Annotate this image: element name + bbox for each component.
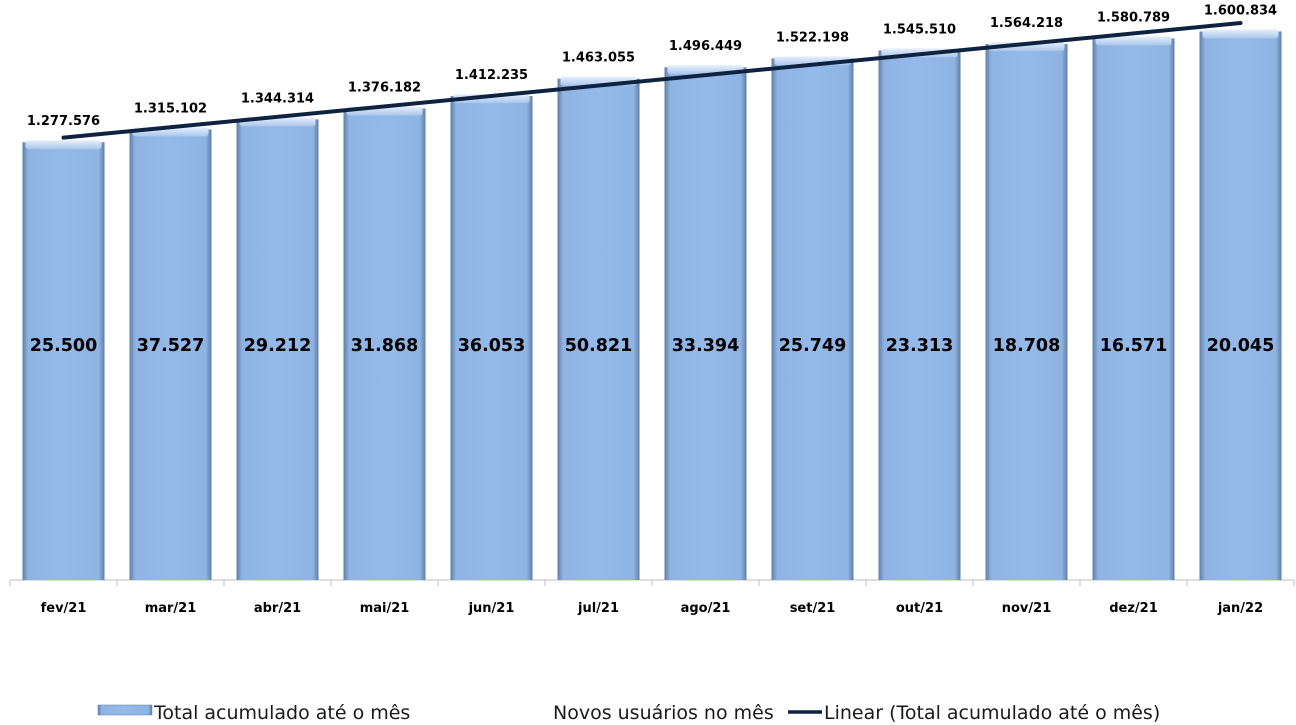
bar-body [878, 50, 961, 580]
new-users-data-label: 18.708 [993, 336, 1061, 356]
bar-cap [1202, 29, 1279, 39]
bar-body [450, 96, 533, 581]
bar-ago-21[interactable] [664, 65, 747, 580]
bar-abr-21[interactable] [236, 117, 319, 580]
bar-cap [25, 140, 102, 150]
bar-out-21[interactable] [878, 48, 961, 580]
legend-swatch-total [97, 704, 153, 716]
bar-mai-21[interactable] [343, 106, 426, 580]
bar-dez-21[interactable] [1092, 36, 1175, 581]
bar-body [1092, 38, 1175, 581]
new-users-data-label: 31.868 [351, 336, 419, 356]
total-data-label: 1.496.449 [669, 39, 742, 54]
bar-fev-21[interactable] [22, 140, 105, 580]
legend: Total acumulado até o mês Novos usuários… [97, 702, 1160, 724]
bar-body [1199, 31, 1282, 580]
bar-body [343, 108, 426, 580]
bar-body [771, 58, 854, 580]
category-label: mar/21 [145, 601, 197, 616]
total-data-label: 1.277.576 [27, 114, 100, 129]
total-data-label: 1.580.789 [1097, 10, 1170, 25]
bar-body [557, 78, 640, 580]
bar-body [236, 119, 319, 580]
new-users-data-label: 33.394 [672, 336, 740, 356]
bar-nov-21[interactable] [985, 42, 1068, 580]
new-users-data-label: 36.053 [458, 336, 526, 356]
legend-label-trendline: Linear (Total acumulado até o mês) [824, 702, 1160, 724]
category-label: jul/21 [577, 601, 619, 616]
total-data-label: 1.522.198 [776, 30, 849, 45]
category-label: abr/21 [254, 601, 301, 616]
category-label: nov/21 [1002, 601, 1052, 616]
trendline [61, 21, 1243, 140]
new-users-data-label: 23.313 [886, 336, 954, 356]
total-data-label: 1.344.314 [241, 91, 314, 106]
trendline-group [61, 21, 1243, 140]
x-axis-ticks [9, 580, 1295, 586]
total-data-label: 1.315.102 [134, 101, 207, 116]
category-label: set/21 [790, 601, 836, 616]
bar-cap [1095, 36, 1172, 46]
category-label: ago/21 [681, 601, 731, 616]
new-users-labels-group: 25.500 37.527 29.212 31.868 36.053 50.821 33.3… [30, 336, 1275, 356]
bars-group [22, 29, 1282, 581]
bar-jan-22[interactable] [1199, 29, 1282, 580]
category-label: jan/22 [1217, 601, 1263, 616]
bar-body [985, 44, 1068, 580]
category-label: fev/21 [41, 601, 87, 616]
legend-item-total[interactable]: Total acumulado até o mês [97, 702, 410, 724]
total-data-label: 1.545.510 [883, 22, 956, 37]
new-users-data-label: 50.821 [565, 336, 633, 356]
new-users-data-label: 37.527 [137, 336, 205, 356]
category-labels-group: fev/21 mar/21 abr/21 mai/21 jun/21 jul/21 ago/… [41, 601, 1264, 616]
total-data-label: 1.463.055 [562, 51, 635, 66]
total-data-label: 1.600.834 [1204, 3, 1277, 18]
category-label: jun/21 [468, 601, 515, 616]
legend-item-trendline[interactable]: Linear (Total acumulado até o mês) [788, 702, 1160, 724]
category-label: dez/21 [1109, 601, 1158, 616]
category-label: mai/21 [360, 601, 410, 616]
bar-jul-21[interactable] [557, 76, 640, 580]
bar-jun-21[interactable] [450, 94, 533, 581]
total-data-label: 1.376.182 [348, 80, 421, 95]
bar-body [129, 129, 212, 580]
category-label: out/21 [896, 601, 943, 616]
new-users-data-label: 29.212 [244, 336, 312, 356]
total-labels-group: 1.277.576 1.315.102 1.344.314 1.376.182 1.41… [27, 3, 1277, 129]
new-users-data-label: 25.500 [30, 336, 98, 356]
legend-label-total: Total acumulado até o mês [153, 702, 410, 724]
new-users-data-label: 16.571 [1100, 336, 1168, 356]
new-users-data-label: 25.749 [779, 336, 847, 356]
legend-label-new-users: Novos usuários no mês [553, 702, 774, 724]
total-data-label: 1.564.218 [990, 16, 1063, 31]
new-users-data-label: 20.045 [1207, 336, 1275, 356]
total-data-label: 1.412.235 [455, 68, 528, 83]
bar-set-21[interactable] [771, 56, 854, 580]
legend-item-new-users[interactable]: Novos usuários no mês [553, 702, 774, 724]
bar-body [664, 67, 747, 580]
bar-body [22, 142, 105, 580]
